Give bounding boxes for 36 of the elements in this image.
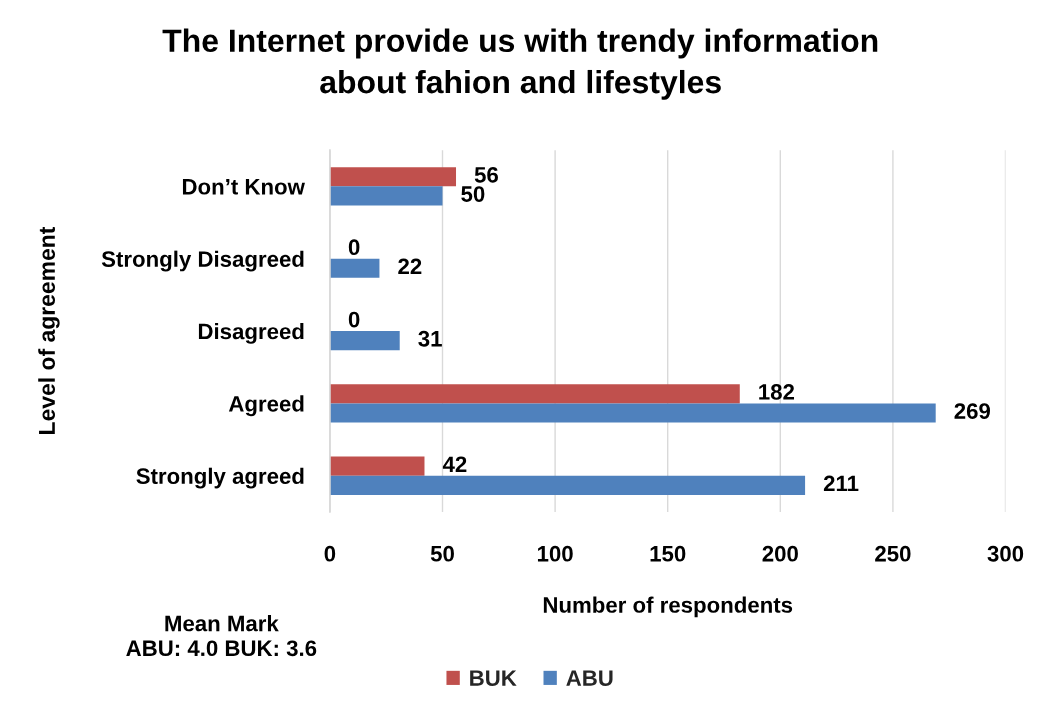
x-tick-label: 250 — [875, 545, 911, 562]
bar — [329, 167, 457, 187]
bar — [329, 384, 740, 404]
bar — [329, 258, 380, 278]
data-label: 211 — [823, 475, 859, 492]
y-tick-label: Strongly Disagreed — [101, 250, 304, 272]
bar — [329, 403, 936, 423]
y-tick-label: Don’t Know — [182, 179, 305, 195]
chart-title: The Internet provide us with trendy information about fahion and lifestyles — [162, 28, 878, 100]
y-tick-label: Strongly agreed — [136, 467, 304, 489]
data-label: 31 — [418, 330, 442, 347]
y-axis-title: Level of agreement — [38, 226, 60, 434]
x-axis-title: Number of respondents — [543, 596, 793, 618]
bar — [329, 186, 443, 206]
legend-label: ABU — [566, 670, 613, 686]
data-label: 269 — [954, 403, 991, 419]
data-label: 22 — [398, 258, 422, 275]
data-label: 56 — [474, 166, 498, 183]
x-tick-label: 300 — [987, 545, 1024, 562]
x-tick-label: 0 — [324, 545, 336, 562]
text: Mean Mark ABU: 4.0 BUK: 3.6 — [126, 615, 317, 657]
bar — [329, 331, 400, 351]
bar — [329, 475, 806, 495]
x-tick-label: 200 — [762, 545, 798, 562]
y-tick-label: Disagreed — [198, 322, 304, 344]
data-label: 0 — [348, 311, 360, 328]
data-label: 182 — [759, 384, 795, 400]
data-label: 50 — [461, 186, 485, 202]
data-label: 42 — [442, 456, 467, 472]
bar — [329, 456, 425, 476]
x-tick-label: 150 — [650, 545, 686, 562]
x-tick-label: 50 — [430, 545, 454, 562]
x-tick-label: 100 — [537, 545, 573, 562]
y-tick-label: Agreed — [228, 395, 304, 417]
data-label: 0 — [348, 239, 360, 256]
legend-label: BUK — [470, 670, 517, 686]
